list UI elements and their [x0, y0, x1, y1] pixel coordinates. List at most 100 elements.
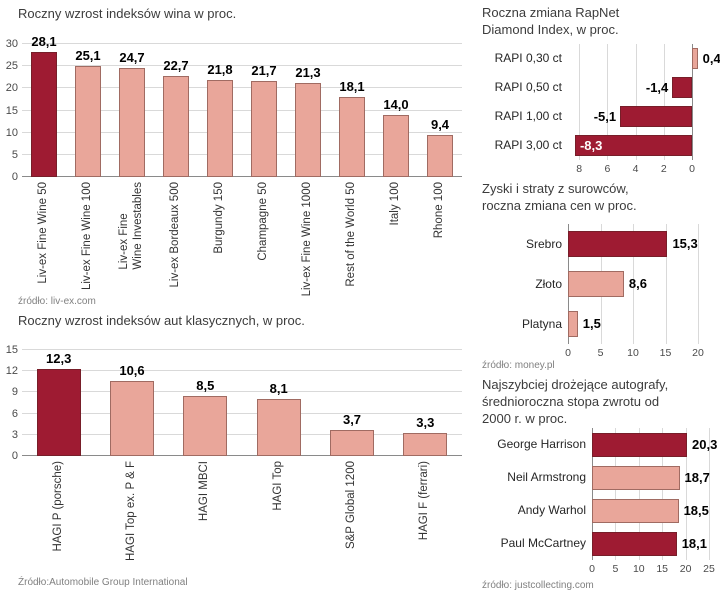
bar [110, 381, 154, 456]
category-label: Champagne 50 [257, 182, 270, 261]
gridline [22, 412, 462, 414]
gridline [698, 224, 699, 344]
bar [592, 432, 687, 457]
gridline [22, 153, 462, 155]
diamond-chart-title: Roczna zmiana RapNet Diamond Index, w pr… [482, 5, 620, 38]
wine-chart-title: Roczny wzrost indeksów wina w proc. [18, 6, 237, 21]
bar [339, 96, 365, 177]
value-label: 15,3 [672, 236, 698, 251]
value-label: 3,3 [416, 414, 435, 430]
row-label: RAPI 1,00 ct [494, 109, 562, 123]
value-label: 21,7 [251, 62, 277, 78]
value-label: 24,7 [119, 49, 145, 65]
gridline [22, 391, 462, 393]
bar [31, 52, 57, 177]
bar [592, 465, 680, 490]
value-label: -1,4 [645, 80, 669, 95]
value-label: 18,1 [339, 78, 365, 94]
gridline [709, 428, 710, 560]
gridline [638, 428, 640, 560]
row-label: Neil Armstrong [507, 470, 586, 484]
value-label: 10,6 [119, 363, 145, 379]
value-label: 3,7 [342, 411, 362, 427]
gridline [22, 65, 462, 67]
bar [119, 67, 145, 177]
y-tick-label: 5 [11, 148, 18, 161]
plot-area: 12,3 10,6 8,5 8,1 3,7 3,3 [22, 349, 462, 456]
category-label: Rhone 100 [433, 182, 446, 239]
gridline [685, 428, 687, 560]
bar [163, 76, 189, 177]
value-label: 22,7 [163, 58, 189, 74]
y-tick-label: 20 [5, 82, 18, 95]
value-label: 8,6 [628, 276, 647, 291]
gridline [22, 349, 462, 350]
y-tick-label: 15 [5, 344, 18, 356]
bar [620, 106, 692, 127]
cars-chart-title: Roczny wzrost indeksów aut klasycznych, … [18, 313, 305, 328]
gridline [22, 370, 462, 372]
y-tick-label: 25 [5, 60, 18, 73]
gridline [22, 433, 462, 435]
category-label: HAGI F (ferrari) [418, 461, 431, 541]
x-tick-label: 0 [689, 163, 695, 175]
gridline [22, 109, 462, 111]
y-tick-label: 0 [11, 171, 18, 183]
bar [36, 369, 81, 456]
bar [692, 48, 698, 69]
value-label: 8,1 [269, 380, 288, 396]
plot-area: 0,4 -1,4 -5,1 -8,3 [568, 44, 720, 160]
gridline [579, 44, 581, 160]
diamond-chart: 0,4 -1,4 -5,1 -8,3 8 6 4 2 0 RAPI 0,30 ct RAPI 0,5… [482, 44, 720, 178]
category-label: Liv-ex Fine Wine 50 [37, 182, 50, 284]
bar [207, 80, 233, 177]
x-tick-label: 4 [632, 163, 639, 175]
x-tick-label: 0 [589, 563, 595, 575]
value-label: 8,5 [196, 377, 215, 393]
row-label: Platyna [521, 317, 562, 331]
autographs-chart: 20,3 18,7 18,5 18,1 0 5 10 15 20 25 George Harriso… [482, 428, 720, 578]
x-tick-label: 20 [679, 563, 692, 575]
bar [672, 77, 692, 98]
category-label: Liv-ex Fine Wine 1000 [301, 182, 314, 297]
x-tick-label: 10 [632, 563, 645, 575]
value-label: 0,4 [702, 51, 720, 66]
gridline [633, 224, 634, 344]
gridline [22, 131, 462, 133]
value-label: 9,4 [430, 117, 450, 133]
x-tick-label: 20 [692, 347, 704, 359]
gridline [607, 44, 609, 160]
wine-source-note: źródło: liv-ex.com [18, 296, 96, 307]
category-label: Burgundy 150 [213, 182, 226, 254]
value-label: -8,3 [579, 138, 603, 153]
plot-area: 28,1 25,1 24,7 22,7 21,8 21,7 21,3 18,1 14,0 9,4 [22, 34, 462, 177]
bar [568, 231, 668, 257]
bar [568, 271, 624, 297]
row-label: Andy Warhol [517, 503, 586, 517]
y-tick-label: 12 [5, 365, 18, 378]
category-label: HAGI MBCI [198, 461, 211, 522]
gridline [663, 44, 665, 160]
x-tick-label: 15 [656, 563, 669, 575]
category-label: HAGI Top [271, 461, 284, 511]
bar [383, 114, 409, 177]
bar [75, 65, 101, 177]
cars-source-note: Źródło:Automobile Group International [18, 577, 188, 588]
commodities-source-note: źródło: money.pl [482, 360, 555, 371]
y-tick-label: 10 [5, 126, 18, 139]
gridline [635, 44, 637, 160]
bar [592, 498, 679, 523]
x-tick-label: 8 [576, 163, 583, 175]
bar [330, 429, 374, 456]
cars-chart: 0 3 6 9 12 15 12,3 10,6 8,5 8,1 3,7 3,3 HAGI P (pors… [4, 334, 462, 573]
row-label: RAPI 0,30 ct [494, 51, 562, 65]
x-tick-label: 0 [565, 347, 571, 359]
category-label: HAGI P (porsche) [51, 461, 64, 552]
row-label: Paul McCartney [500, 536, 586, 550]
x-tick-label: 25 [703, 563, 715, 575]
value-label: 18,1 [681, 536, 708, 551]
value-label: 12,3 [46, 351, 72, 367]
value-label: 18,5 [683, 503, 709, 518]
gridline [665, 224, 667, 344]
